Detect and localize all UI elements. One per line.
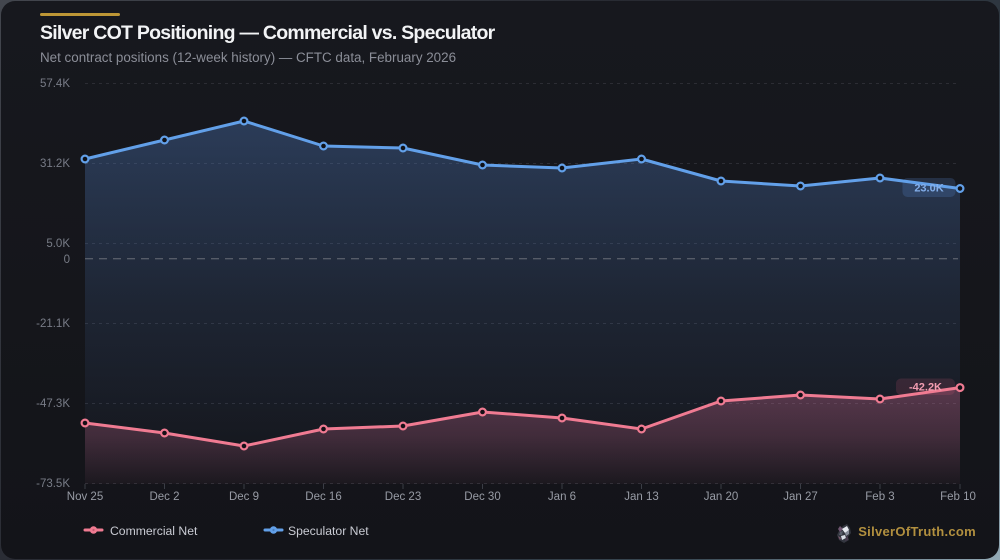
svg-text:23.0K: 23.0K [914, 183, 943, 195]
svg-text:-42.2K: -42.2K [909, 382, 942, 394]
